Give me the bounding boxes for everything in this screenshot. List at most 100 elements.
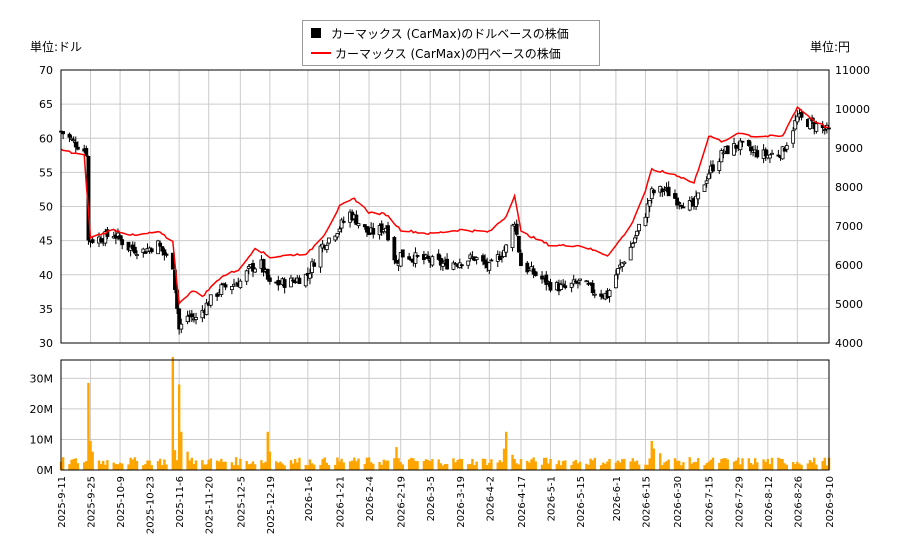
jpy-price-line xyxy=(60,106,830,306)
volume-bar xyxy=(334,464,337,470)
volume-bar xyxy=(416,461,419,470)
candle-body xyxy=(645,203,650,218)
candle-body xyxy=(189,313,194,318)
volume-bar xyxy=(631,458,634,470)
candle-body xyxy=(103,231,108,244)
volume-bar xyxy=(357,458,360,470)
candle-body xyxy=(717,161,722,171)
volume-bar xyxy=(401,464,405,470)
candle-body xyxy=(246,266,251,269)
volume-bar xyxy=(150,465,153,470)
volume-bar xyxy=(549,458,552,470)
volume-bar xyxy=(751,464,755,470)
volume-bar xyxy=(384,460,388,470)
candle-body xyxy=(544,274,549,285)
volume-bar xyxy=(753,458,757,470)
volume-bar xyxy=(230,462,234,470)
volume-bar xyxy=(165,464,168,470)
volume-bar xyxy=(260,460,263,470)
candle-body xyxy=(379,223,384,233)
volume-bar xyxy=(555,464,559,470)
candle-body xyxy=(706,173,711,180)
candle-body xyxy=(194,317,198,320)
volume-bar xyxy=(500,462,504,470)
volume-bar xyxy=(407,459,411,470)
volume-bar xyxy=(247,464,250,470)
volume-bar xyxy=(481,458,485,470)
volume-bar xyxy=(796,461,799,470)
candle-body xyxy=(430,256,435,266)
candle-body xyxy=(120,239,125,246)
volume-bar xyxy=(737,457,740,470)
candle-body xyxy=(696,192,701,200)
candle-body xyxy=(289,277,293,288)
x-tick-label: 2026-5-15 xyxy=(576,476,587,528)
volume-bar xyxy=(467,464,470,470)
volume-bar xyxy=(496,462,499,470)
volume-bar xyxy=(616,460,620,470)
volume-bar xyxy=(365,457,369,470)
x-tick-label: 2026-6-15 xyxy=(641,476,652,528)
candle-body xyxy=(208,294,213,306)
candle-body xyxy=(440,262,445,267)
right-axis-unit: 単位:円 xyxy=(810,40,851,54)
volume-bar xyxy=(779,458,782,470)
candle-body xyxy=(162,249,167,256)
volume-bar xyxy=(277,462,280,470)
volume-bar xyxy=(574,459,578,470)
candle-body xyxy=(291,279,295,282)
x-tick-label: 2026-6-1 xyxy=(612,476,623,521)
candle-body xyxy=(333,235,338,241)
candle-body xyxy=(768,154,772,159)
candle-body xyxy=(533,271,538,276)
candle-body xyxy=(215,293,220,297)
candle-body xyxy=(666,186,671,197)
candle-body xyxy=(398,252,403,267)
candle-body xyxy=(510,224,515,249)
volume-bar xyxy=(576,463,580,470)
candle-body xyxy=(118,235,122,240)
volume-bar xyxy=(452,458,455,470)
volume-bar xyxy=(74,458,77,470)
volume-bar xyxy=(308,459,312,470)
x-tick-label: 2025-10-9 xyxy=(116,476,127,528)
candle-body xyxy=(578,278,582,281)
candle-body xyxy=(531,268,536,275)
volume-bar xyxy=(519,459,523,470)
candle-body xyxy=(514,223,519,235)
candle-body xyxy=(516,236,521,253)
volume-bar xyxy=(338,461,341,470)
volume-bar xyxy=(350,460,354,470)
volume-bar xyxy=(798,463,801,470)
volume-bar xyxy=(443,464,447,470)
volume-bar xyxy=(703,465,706,470)
candle-body xyxy=(569,282,574,288)
volume-bar xyxy=(460,459,464,470)
candle-body xyxy=(221,282,226,285)
x-tick-label: 2026-7-15 xyxy=(705,476,716,528)
volume-bar xyxy=(471,458,474,470)
candle-body xyxy=(132,246,137,254)
volume-bar xyxy=(348,461,352,470)
volume-bar xyxy=(422,461,426,470)
candle-body xyxy=(592,293,597,296)
volume-tick-label: 10M xyxy=(30,433,54,446)
candle-body xyxy=(445,258,450,270)
candle-body xyxy=(156,240,160,255)
candle-body xyxy=(371,228,376,235)
y-right-tick-label: 5000 xyxy=(835,298,863,311)
candle-body xyxy=(386,225,390,241)
candle-body xyxy=(282,279,287,288)
red-line-icon xyxy=(311,52,331,54)
volume-bar xyxy=(749,463,753,470)
volume-bar xyxy=(768,464,772,470)
volume-bar xyxy=(283,465,286,470)
volume-bar xyxy=(171,356,175,470)
volume-bar xyxy=(794,464,797,470)
volume-bar xyxy=(690,463,694,470)
candle-body xyxy=(749,146,753,152)
volume-bar xyxy=(399,462,402,470)
volume-bar xyxy=(97,460,101,470)
volume-bar xyxy=(756,462,759,470)
x-tick-label: 2025-11-20 xyxy=(205,476,216,534)
